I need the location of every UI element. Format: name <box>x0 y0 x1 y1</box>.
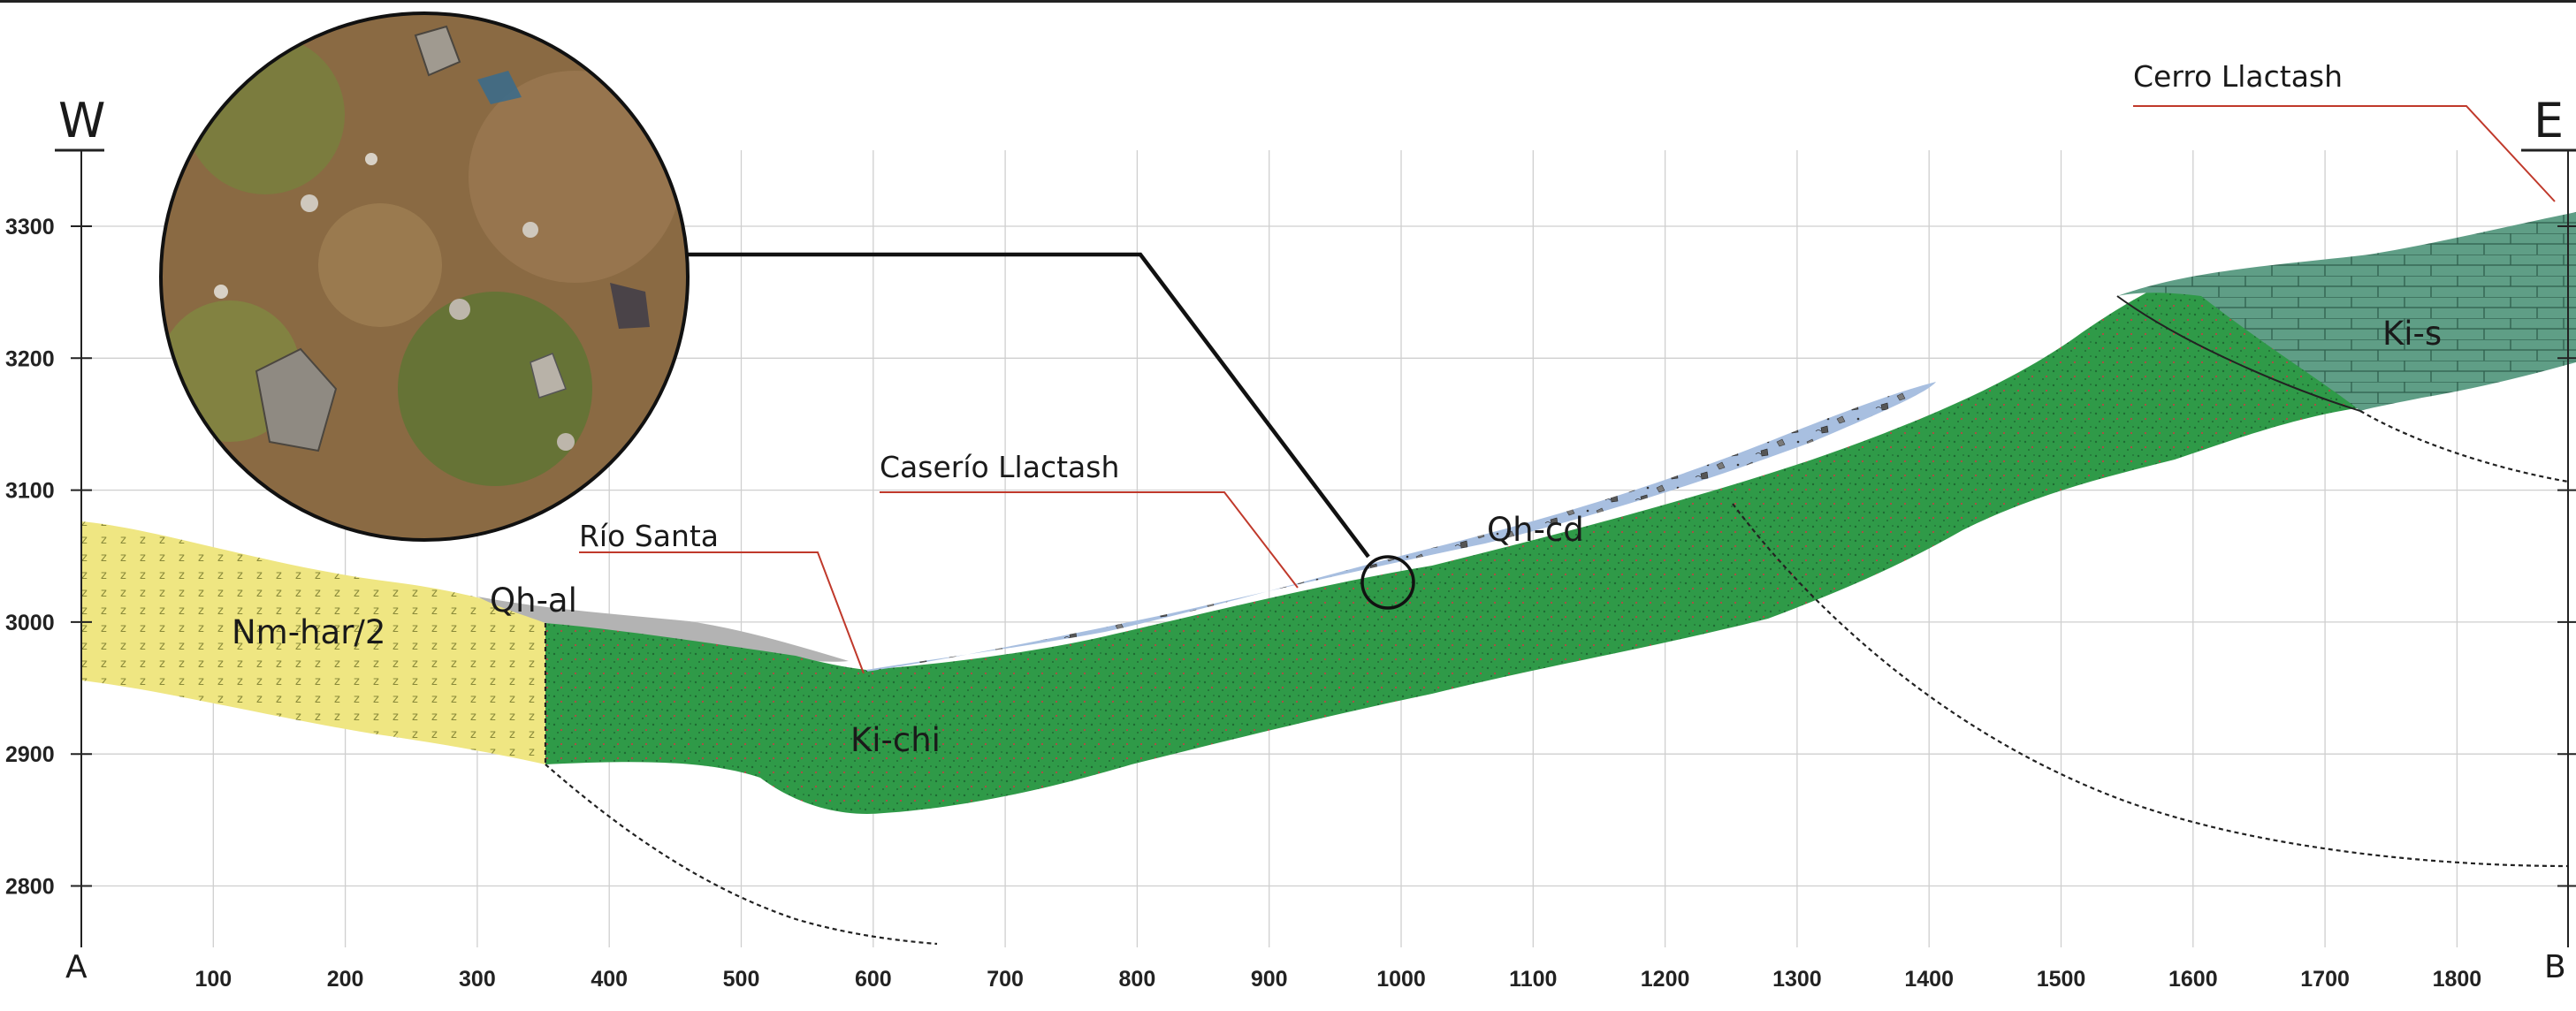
contact-ki-chi-ki-s <box>2116 295 2361 412</box>
contacts <box>544 295 2569 946</box>
place-annotations: Cerro Llactash Caserío Llactash Río Sant… <box>579 59 2556 674</box>
x-tick-label: 300 <box>459 967 496 992</box>
photo-callout <box>159 11 1415 610</box>
x-tick-label: 200 <box>327 967 364 992</box>
y-tick-label: 2900 <box>5 742 55 767</box>
section-start-label: A <box>65 949 88 985</box>
unit-ki-chi-polygon <box>545 281 2369 814</box>
fault-east <box>2359 410 2569 483</box>
y-tick-label: 3100 <box>5 479 55 504</box>
x-tick-label: 400 <box>591 967 628 992</box>
unit-label-qh-cd: Qh-cd <box>1487 511 1584 549</box>
leader-rio <box>579 551 865 674</box>
fault-west <box>545 764 938 946</box>
top-border <box>0 0 2576 3</box>
unit-label-ki-chi: Ki-chi <box>850 721 941 759</box>
y-tick-label: 3300 <box>5 215 55 239</box>
x-tick-label: 100 <box>194 967 232 992</box>
x-tick-label: 1600 <box>2168 967 2218 992</box>
unit-labels: Nm-har/2 Qh-al Ki-chi Qh-cd Ki-s <box>232 315 2442 759</box>
x-tick-label: 1100 <box>1509 967 1557 992</box>
unit-label-nm-har: Nm-har/2 <box>232 613 385 651</box>
geologic-units <box>81 212 2576 814</box>
x-tick-label: 800 <box>1119 967 1156 992</box>
unit-qh-al-polygon <box>477 597 849 662</box>
x-tick-label: 1300 <box>1772 967 1822 992</box>
section-end-label: B <box>2544 949 2566 985</box>
callout-leader-line <box>685 252 1370 559</box>
leader-caserio <box>880 491 1299 589</box>
section-markers: W E A B <box>55 93 2576 985</box>
y-tick-label: 3200 <box>5 346 55 371</box>
x-tick-label: 1400 <box>1904 967 1954 992</box>
callout-target-circle <box>1360 555 1415 610</box>
x-tick-label: 500 <box>723 967 760 992</box>
leader-cerro <box>2133 105 2556 202</box>
west-label: W <box>58 93 105 148</box>
place-label-caserio: Caserío Llactash <box>880 450 1119 484</box>
x-tick-label: 1000 <box>1376 967 1426 992</box>
outcrop-photo <box>161 13 688 540</box>
y-tick-label: 3000 <box>5 611 55 635</box>
y-tick-label: 2800 <box>5 875 55 900</box>
unit-label-qh-al: Qh-al <box>490 582 577 620</box>
east-label: E <box>2534 93 2564 148</box>
place-label-cerro: Cerro Llactash <box>2133 59 2343 94</box>
x-tick-label: 1500 <box>2037 967 2086 992</box>
x-tick-label: 1200 <box>1641 967 1690 992</box>
unit-ki-s-polygon <box>2117 212 2576 411</box>
x-tick-label: 700 <box>987 967 1024 992</box>
x-tick-label: 1700 <box>2300 967 2350 992</box>
fault-middle <box>1732 503 2569 868</box>
x-axis-ticks: 100 200 300 400 500 600 700 800 900 1000 1100 1200 1… <box>194 967 2481 992</box>
unit-label-ki-s: Ki-s <box>2382 315 2442 353</box>
unit-nm-har-polygon <box>81 521 545 764</box>
x-tick-label: 1800 <box>2433 967 2482 992</box>
place-label-rio: Río Santa <box>579 519 719 553</box>
x-tick-label: 600 <box>855 967 892 992</box>
y-axis-ticks: 3300 3200 3100 3000 2900 2800 <box>5 215 2576 900</box>
x-tick-label: 900 <box>1251 967 1288 992</box>
